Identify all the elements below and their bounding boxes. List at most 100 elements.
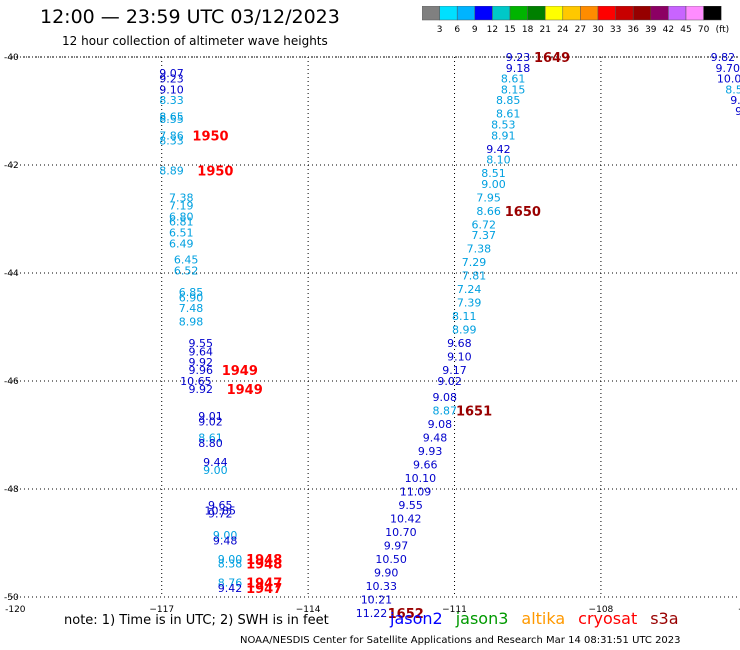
wave-height-value: 9.48	[213, 534, 238, 547]
wave-height-value: 8.53	[491, 119, 516, 132]
y-tick-label: -46	[4, 377, 19, 387]
colorbar-swatch	[474, 6, 493, 21]
wave-height-value: 7.37	[472, 229, 497, 242]
time-label: 1948	[246, 558, 282, 573]
wave-height-value: 8.85	[496, 94, 521, 107]
colorbar-label: 42	[663, 25, 674, 35]
wave-height-value: 10.42	[390, 513, 422, 526]
wave-height-value: 8.55	[159, 113, 184, 126]
wave-height-value: 8.89	[159, 164, 184, 177]
wave-height-value: 11.22	[356, 607, 388, 620]
wave-height-value: 9.10	[447, 351, 472, 364]
wave-height-value: 9.01	[198, 410, 223, 423]
wave-height-value: 8.91	[491, 129, 516, 142]
colorbar-label: 33	[610, 25, 621, 35]
y-tick-label: -50	[4, 593, 19, 603]
wave-height-value: 9.18	[506, 62, 531, 75]
wave-height-value: 7.86	[159, 129, 184, 142]
colorbar-label: 27	[575, 25, 586, 35]
colorbar-swatch	[492, 6, 511, 21]
wave-height-value: 8.66	[476, 205, 501, 218]
wave-height-value: 9.72	[208, 507, 233, 520]
wave-height-value: 10.85	[205, 505, 237, 518]
wave-height-value: 9.92	[189, 383, 214, 396]
colorbar-label: 21	[539, 25, 550, 35]
time-label: 1652	[388, 607, 424, 622]
colorbar-label: 30	[592, 25, 604, 35]
time-label: 1950	[197, 164, 233, 179]
wave-height-value: 8.76	[218, 576, 243, 589]
wave-height-value: 10.70	[385, 526, 417, 539]
wave-height-value: 6.80	[169, 210, 194, 223]
wave-height-value: 10.65	[180, 375, 212, 388]
time-label: 1947	[246, 582, 282, 597]
wave-height-value: 9.42	[486, 143, 511, 156]
x-tick-label: −108	[589, 605, 614, 615]
wave-height-value: 9.93	[418, 445, 443, 458]
wave-height-value: 10.33	[366, 580, 398, 593]
wave-height-value: 7.39	[457, 297, 482, 310]
wave-height-value: 9.97	[384, 540, 409, 553]
wave-height-value: 9.10	[159, 83, 184, 96]
wave-height-value: 8.33	[159, 135, 184, 148]
colorbar-label: 70	[698, 25, 710, 35]
wave-height-value: 9.82	[711, 51, 736, 64]
wave-height-value: 8.38	[218, 558, 243, 571]
wave-height-value: 9.07	[159, 67, 184, 80]
wave-height-value: 6.85	[179, 286, 204, 299]
wave-height-value: 8.50	[725, 83, 740, 96]
wave-height-value: 8.51	[481, 167, 506, 180]
colorbar-label: 45	[680, 25, 691, 35]
wave-height-value: 9.65	[208, 499, 233, 512]
wave-height-value: 8.61	[496, 108, 521, 121]
wave-height-value: 9.64	[189, 345, 214, 358]
colorbar-swatch	[685, 6, 704, 21]
colorbar-swatch	[703, 6, 722, 21]
wave-height-value: 6.90	[179, 291, 204, 304]
wave-height-value: 7.29	[462, 256, 487, 269]
credit-line: NOAA/NESDIS Center for Satellite Applica…	[240, 635, 681, 646]
wave-height-value: 9.17	[442, 364, 467, 377]
wave-height-value: 6.51	[169, 227, 194, 240]
wave-height-value: 7.24	[457, 283, 482, 296]
colorbar-label: 39	[645, 25, 657, 35]
x-tick-label: −117	[149, 605, 174, 615]
y-tick-label: -44	[4, 269, 19, 279]
colorbar-swatch	[544, 6, 564, 21]
wave-height-value: 8.10	[486, 154, 511, 167]
time-label: 1649	[534, 51, 570, 66]
wave-height-value: 7.95	[476, 191, 501, 204]
wave-height-value: 8.61	[501, 73, 526, 86]
time-label: 1950	[192, 129, 228, 144]
wave-height-value: 9.00	[218, 553, 243, 566]
wave-height-value: 9.48	[423, 432, 448, 445]
wave-height-value: 6.72	[472, 218, 497, 231]
chart-title: 12:00 — 23:59 UTC 03/12/2023	[40, 6, 340, 28]
wave-height-value: 9.55	[189, 337, 214, 350]
wave-height-value: 9.55	[398, 499, 423, 512]
x-tick-label: −10	[738, 605, 740, 615]
chart-subtitle: 12 hour collection of altimeter wave hei…	[62, 34, 328, 48]
wave-height-value: 8.98	[179, 316, 204, 329]
time-label: 1651	[456, 405, 492, 420]
wave-height-value: 10.10	[405, 472, 437, 485]
colorbar-swatch	[668, 6, 687, 21]
wave-height-value: 9.00	[481, 178, 506, 191]
wave-height-value: 9.23	[159, 73, 184, 86]
wave-height-value: 9.10	[730, 94, 740, 107]
wave-height-value: 6.52	[174, 264, 199, 277]
wave-height-value: 9.44	[203, 456, 228, 469]
wave-height-value: 7.38	[169, 191, 194, 204]
wave-height-value: 9.00	[203, 464, 228, 477]
colorbar-label: 36	[627, 25, 639, 35]
colorbar-swatch	[580, 6, 599, 21]
wave-height-value: 8.15	[501, 83, 526, 96]
wave-height-value: 7.81	[462, 270, 487, 283]
colorbar-unit: (ft)	[716, 25, 730, 35]
wave-height-value: 9.02	[437, 375, 462, 388]
wave-height-value: 9.08	[428, 418, 453, 431]
wave-height-value: 6.49	[169, 237, 194, 250]
wave-height-value: 11.09	[400, 486, 432, 499]
time-label: 1949	[222, 364, 258, 379]
